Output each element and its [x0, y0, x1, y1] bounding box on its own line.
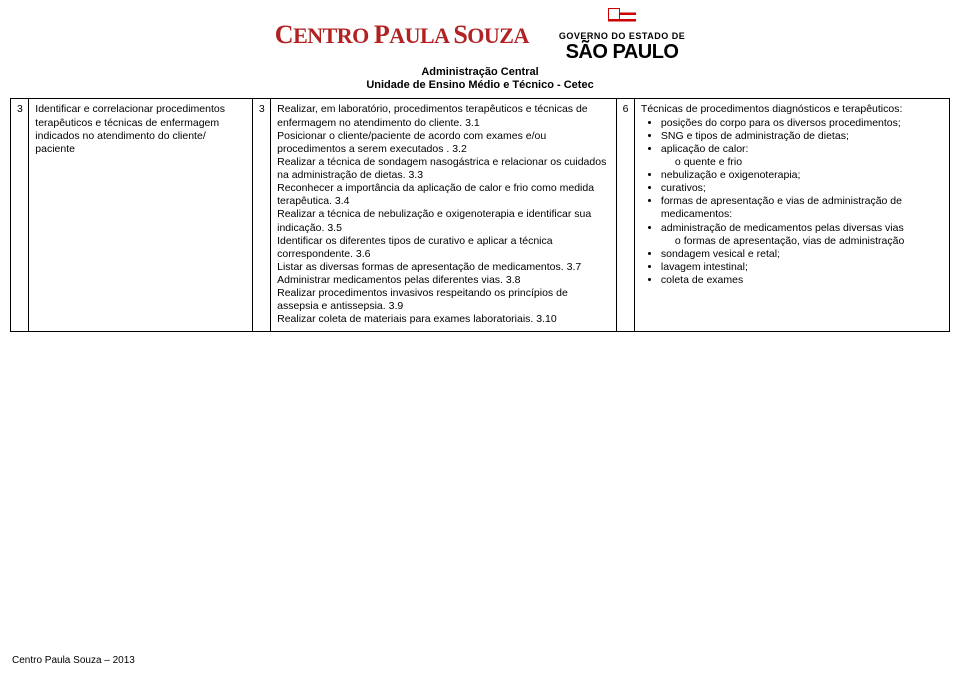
- subheader-line2: Unidade de Ensino Médio e Técnico - Cete…: [0, 79, 960, 92]
- col2-line: Reconhecer a importância da aplicação de…: [277, 182, 610, 208]
- col2-line: Listar as diversas formas de apresentaçã…: [277, 261, 610, 274]
- col1-text: Identificar e correlacionar procedimento…: [29, 99, 253, 331]
- col2-line: Realizar procedimentos invasivos respeit…: [277, 287, 610, 313]
- col3-subitem: formas de apresentação, vias de administ…: [675, 235, 943, 248]
- cps-logo: CENTRO PAULA SOUZA: [275, 20, 529, 50]
- col1-number: 3: [11, 99, 29, 331]
- subheader-line1: Administração Central: [0, 66, 960, 79]
- col2-line: Posicionar o cliente/paciente de acordo …: [277, 130, 610, 156]
- sp-flag-icon: [608, 8, 636, 26]
- col3-item: curativos;: [661, 182, 943, 195]
- col2-line: Realizar a técnica de sondagem nasogástr…: [277, 156, 610, 182]
- col3-list: posições do corpo para os diversos proce…: [641, 117, 943, 288]
- page-header: CENTRO PAULA SOUZA GOVERNO DO ESTADO DE …: [0, 0, 960, 64]
- col2-content: Realizar, em laboratório, procedimentos …: [271, 99, 617, 331]
- col3-item: sondagem vesical e retal;: [661, 248, 943, 261]
- col3-content: Técnicas de procedimentos diagnósticos e…: [634, 99, 949, 331]
- gov-line1: GOVERNO DO ESTADO DE: [559, 31, 685, 41]
- col3-item: SNG e tipos de administração de dietas;: [661, 130, 943, 143]
- col3-item: administração de medicamentos pelas dive…: [661, 222, 943, 248]
- col2-line: Identificar os diferentes tipos de curat…: [277, 235, 610, 261]
- subheader: Administração Central Unidade de Ensino …: [0, 66, 960, 92]
- col2-number: 3: [252, 99, 270, 331]
- col3-item: nebulização e oxigenoterapia;: [661, 169, 943, 182]
- content-table: 3 Identificar e correlacionar procedimen…: [10, 98, 950, 331]
- col3-item: lavagem intestinal;: [661, 261, 943, 274]
- col3-subitem: quente e frio: [675, 156, 943, 169]
- col2-line: Realizar coleta de materiais para exames…: [277, 313, 610, 326]
- col3-item: formas de apresentação e vias de adminis…: [661, 195, 943, 221]
- col3-heading: Técnicas de procedimentos diagnósticos e…: [641, 103, 943, 116]
- col2-line: Administrar medicamentos pelas diferente…: [277, 274, 610, 287]
- col3-number: 6: [616, 99, 634, 331]
- col3-item: posições do corpo para os diversos proce…: [661, 117, 943, 130]
- col3-item: coleta de exames: [661, 274, 943, 287]
- footer: Centro Paula Souza – 2013: [12, 655, 135, 666]
- col2-line: Realizar, em laboratório, procedimentos …: [277, 103, 610, 129]
- col2-line: Realizar a técnica de nebulização e oxig…: [277, 208, 610, 234]
- sp-gov-logo: GOVERNO DO ESTADO DE SÃO PAULO: [559, 8, 685, 62]
- gov-line2: SÃO PAULO: [566, 41, 679, 63]
- col3-item: aplicação de calor:quente e frio: [661, 143, 943, 169]
- table-row: 3 Identificar e correlacionar procedimen…: [11, 99, 950, 331]
